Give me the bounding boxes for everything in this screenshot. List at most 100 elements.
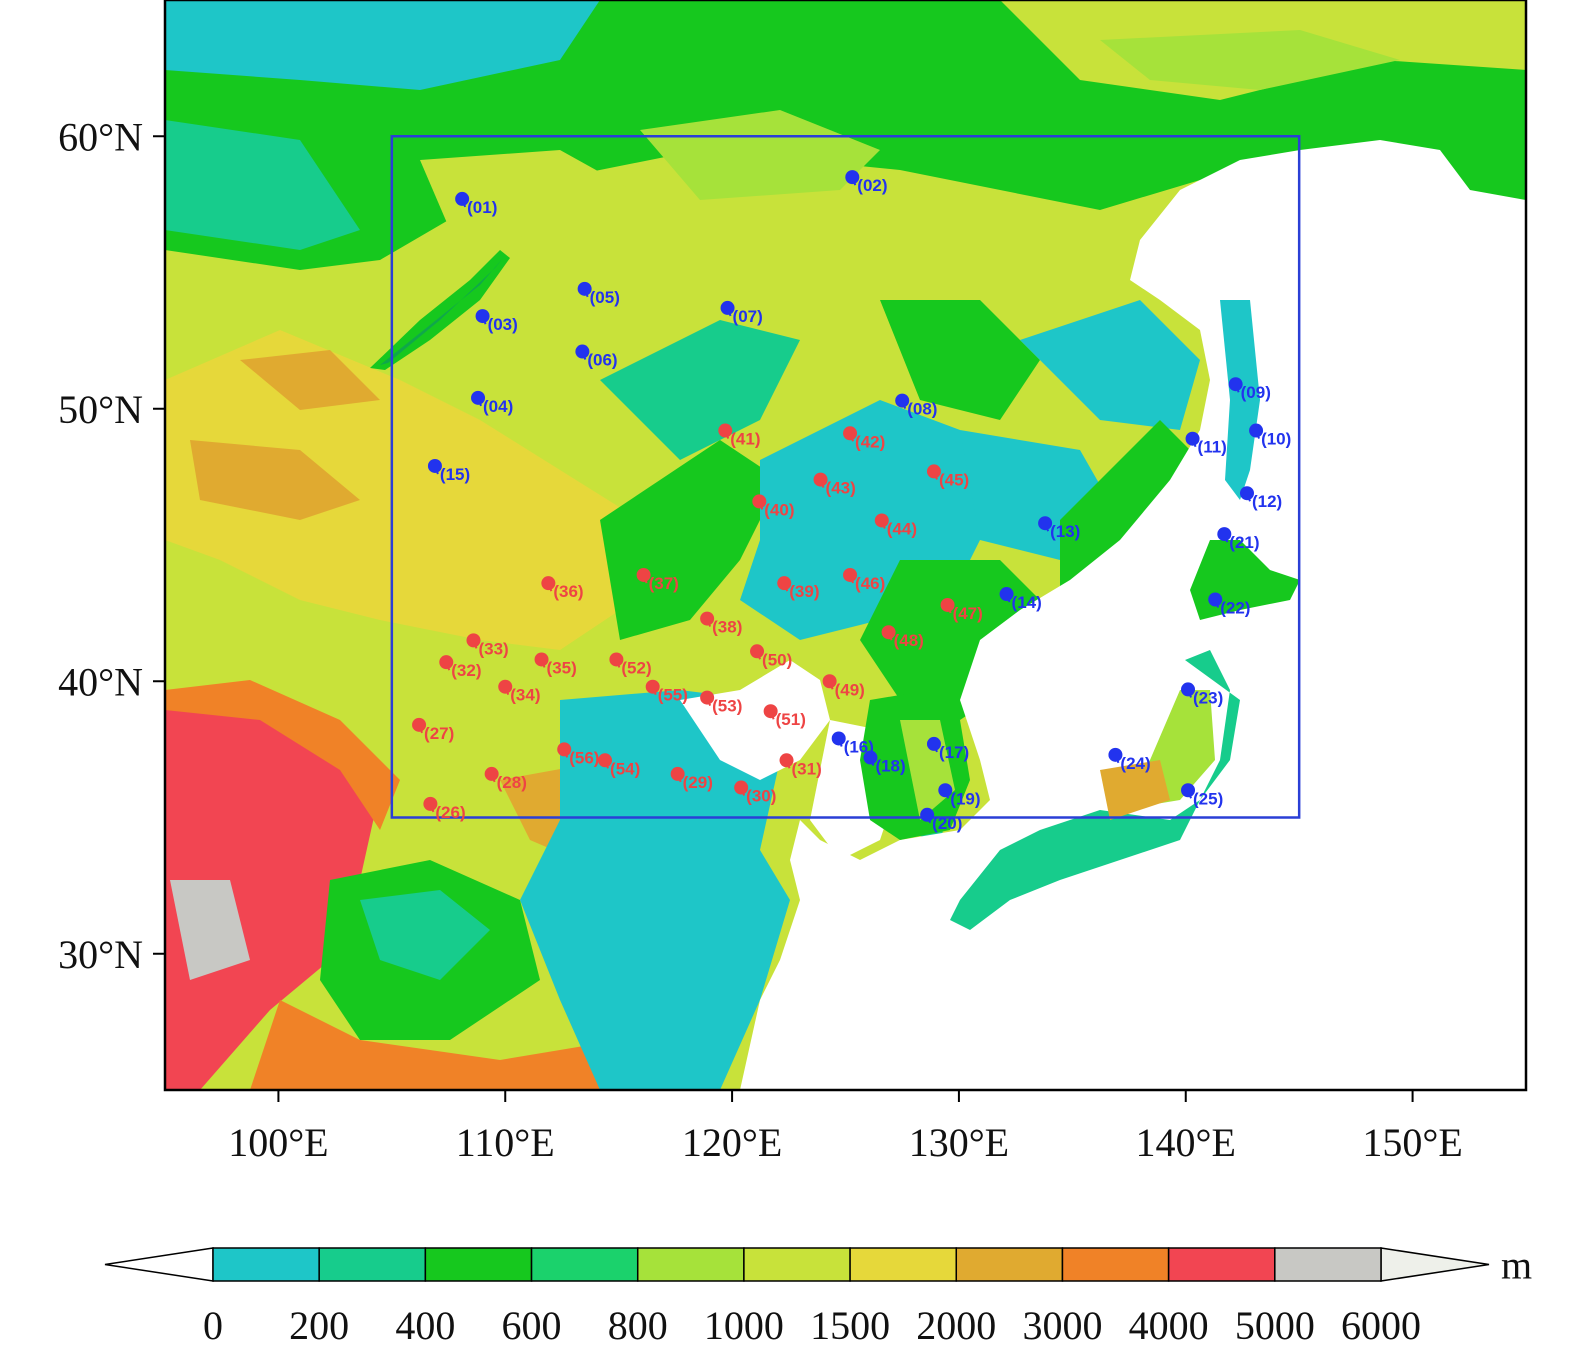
station-label: (41) xyxy=(730,430,760,449)
station-label: (06) xyxy=(587,351,617,370)
station-pin-head xyxy=(1249,423,1264,438)
station-marker: (05) xyxy=(577,281,620,307)
station-pin-head xyxy=(881,625,896,640)
station-label: (13) xyxy=(1050,522,1080,541)
station-pin-head xyxy=(926,736,941,751)
station-marker: (10) xyxy=(1249,423,1291,449)
colorbar-tick-label: 400 xyxy=(395,1303,455,1348)
station-label: (04) xyxy=(483,397,513,416)
station-label: (20) xyxy=(932,814,962,833)
station-label: (17) xyxy=(939,743,969,762)
lat-tick-label: 30°N xyxy=(58,932,143,977)
station-label: (54) xyxy=(610,759,640,778)
station-label: (35) xyxy=(547,658,577,677)
lon-tick-label: 150°E xyxy=(1362,1120,1462,1165)
station-pin-head xyxy=(577,281,592,296)
station-markers: (01) (02) (03) (04) (05) (06) (07) (08) (09) (10)… xyxy=(412,170,1291,833)
lat-tick-label: 50°N xyxy=(58,387,143,432)
station-pin-head xyxy=(1239,486,1254,501)
station-pin-head xyxy=(700,611,715,626)
station-marker: (21) xyxy=(1217,527,1260,552)
colorbar-segment xyxy=(743,1247,851,1282)
station-label: (21) xyxy=(1229,533,1259,552)
lon-tick-label: 110°E xyxy=(456,1120,555,1165)
station-pin-head xyxy=(750,644,765,659)
station-label: (56) xyxy=(569,748,599,767)
station-label: (29) xyxy=(683,773,713,792)
station-pin-head xyxy=(777,576,792,591)
station-label: (42) xyxy=(855,432,885,451)
station-marker: (19) xyxy=(938,783,981,808)
station-pin-head xyxy=(475,309,490,324)
station-label: (09) xyxy=(1241,383,1271,402)
station-pin-head xyxy=(813,472,828,487)
station-pin-head xyxy=(1108,747,1123,762)
colorbar-segment xyxy=(636,1247,745,1282)
station-pin-head xyxy=(541,576,556,591)
colorbar-tick-label: 200 xyxy=(289,1303,349,1348)
station-label: (19) xyxy=(950,789,980,808)
station-label: (10) xyxy=(1261,430,1291,449)
station-pin-head xyxy=(423,796,438,811)
station-marker: (08) xyxy=(895,393,937,419)
station-pin-head xyxy=(645,679,660,694)
station-label: (43) xyxy=(826,479,856,498)
station-label: (30) xyxy=(746,787,776,806)
station-marker: (47) xyxy=(940,597,983,623)
station-label: (03) xyxy=(488,315,518,334)
station-label: (23) xyxy=(1193,688,1223,707)
station-marker: (50) xyxy=(750,644,792,669)
station-marker: (17) xyxy=(926,736,969,762)
station-label: (45) xyxy=(939,470,969,489)
station-label: (44) xyxy=(887,519,917,538)
station-label: (08) xyxy=(907,400,937,419)
station-marker: (13) xyxy=(1038,516,1080,541)
station-pin-head xyxy=(498,679,513,694)
terrain-background xyxy=(165,0,1526,1090)
station-label: (36) xyxy=(553,582,583,601)
station-pin-head xyxy=(598,753,613,768)
colorbar-tick-label: 1000 xyxy=(704,1303,784,1348)
station-marker: (43) xyxy=(813,472,856,498)
station-pin-head xyxy=(831,731,846,746)
station-label: (28) xyxy=(497,773,527,792)
station-pin-head xyxy=(670,766,685,781)
station-pin-head xyxy=(938,783,953,798)
station-pin-head xyxy=(863,750,878,765)
station-marker: (55) xyxy=(645,679,688,705)
domain-box xyxy=(390,135,1301,819)
station-pin-head xyxy=(427,458,442,473)
station-marker: (11) xyxy=(1185,431,1227,457)
station-label: (26) xyxy=(435,803,465,822)
station-pin-head xyxy=(752,494,767,509)
colorbar-tick-label: 5000 xyxy=(1235,1303,1315,1348)
station-marker: (27) xyxy=(412,717,454,743)
station-pin-head xyxy=(455,191,470,206)
station-marker: (25) xyxy=(1181,783,1223,808)
station-pin-head xyxy=(1038,516,1053,531)
station-pin-head xyxy=(734,780,749,795)
station-marker: (23) xyxy=(1181,682,1223,707)
lat-tick-label: 60°N xyxy=(58,114,143,159)
station-marker: (49) xyxy=(822,674,865,699)
station-label: (15) xyxy=(440,465,470,484)
station-marker: (04) xyxy=(471,390,513,416)
colorbar-tick-label: 6000 xyxy=(1341,1303,1421,1348)
station-pin-head xyxy=(920,807,935,822)
station-marker: (42) xyxy=(843,426,885,451)
station-marker: (41) xyxy=(718,423,761,449)
lon-tick-label: 140°E xyxy=(1136,1120,1236,1165)
station-pin-head xyxy=(534,652,549,667)
colorbar-segment xyxy=(1061,1247,1170,1282)
colorbar-segment xyxy=(849,1247,958,1282)
station-pin-head xyxy=(843,426,858,441)
lon-tick-label: 120°E xyxy=(682,1120,782,1165)
colorbar-tick-label: 3000 xyxy=(1022,1303,1102,1348)
colorbar-segment xyxy=(212,1247,320,1282)
station-pin-head xyxy=(845,170,860,185)
station-label: (16) xyxy=(844,737,874,756)
station-pin-head xyxy=(609,652,624,667)
station-pin-head xyxy=(466,633,481,648)
station-pin-head xyxy=(926,464,941,479)
